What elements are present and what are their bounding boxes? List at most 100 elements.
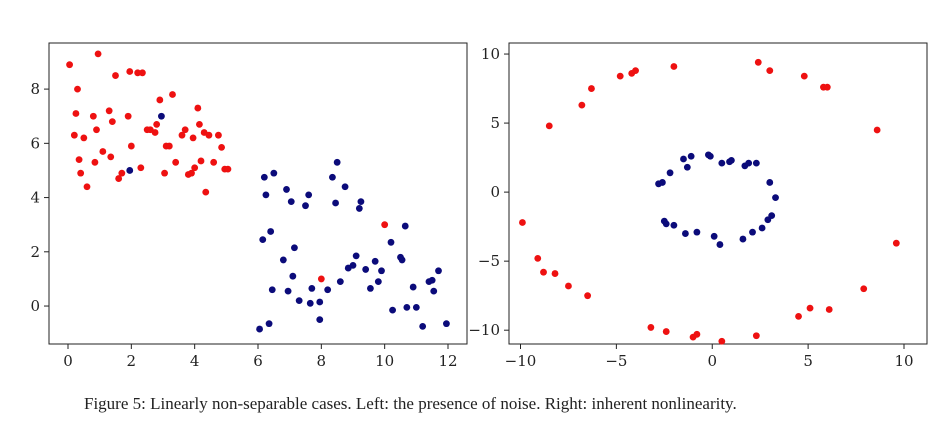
left-data-point xyxy=(387,238,395,246)
left-scatter-plot: 0 2 4 6 8 10 12 0 2 4 6 8 xyxy=(30,42,468,370)
right-data-point xyxy=(718,337,726,345)
left-data-point xyxy=(188,169,195,177)
right-data-point xyxy=(710,232,718,240)
left-data-point xyxy=(306,299,314,307)
left-data-point xyxy=(224,165,232,173)
left-data-point xyxy=(191,164,199,172)
right-y-tick-label: 5 xyxy=(490,114,500,132)
left-data-point xyxy=(409,283,417,291)
left-series-0 xyxy=(66,50,389,283)
left-data-point xyxy=(161,169,168,177)
left-data-point xyxy=(428,276,436,284)
right-data-point xyxy=(768,212,776,219)
left-y-tick-label: 6 xyxy=(30,134,40,152)
left-y-tick-label: 8 xyxy=(30,80,40,98)
left-data-point xyxy=(165,142,173,150)
left-data-point xyxy=(153,120,161,128)
left-data-point xyxy=(349,261,357,269)
right-data-point xyxy=(682,230,689,237)
left-data-point xyxy=(332,199,339,207)
left-data-point xyxy=(443,320,450,328)
left-data-point xyxy=(126,167,134,174)
left-data-point xyxy=(172,158,180,166)
left-data-point xyxy=(352,252,360,260)
left-x-tick-label: 4 xyxy=(190,352,200,370)
left-data-point xyxy=(126,68,134,75)
right-series-0 xyxy=(519,58,900,345)
right-data-point xyxy=(766,179,774,186)
left-data-point xyxy=(66,61,73,69)
left-data-point xyxy=(256,325,263,333)
left-data-point xyxy=(83,183,91,191)
left-data-point xyxy=(357,198,365,206)
right-data-point xyxy=(716,241,724,248)
right-data-point xyxy=(683,163,691,171)
left-data-point xyxy=(197,157,205,165)
right-data-point xyxy=(545,122,553,130)
left-data-point xyxy=(124,112,132,120)
left-data-point xyxy=(105,107,113,115)
left-data-point xyxy=(374,278,382,286)
left-data-point xyxy=(91,158,99,166)
right-data-point xyxy=(749,228,756,236)
right-data-point xyxy=(752,332,760,340)
right-data-point xyxy=(754,58,762,66)
left-y-tick-label: 0 xyxy=(30,297,40,315)
left-data-point xyxy=(419,322,427,330)
left-data-point xyxy=(324,286,332,294)
figure-caption: Figure 5: Linearly non-separable cases. … xyxy=(84,394,737,413)
left-x-tick-label: 12 xyxy=(438,352,457,370)
right-data-point xyxy=(588,85,595,92)
left-data-point xyxy=(259,236,267,243)
left-data-point xyxy=(115,175,123,182)
left-data-point xyxy=(430,287,438,295)
right-data-point xyxy=(584,292,592,300)
right-y-tick-label: 0 xyxy=(490,183,500,201)
right-data-point xyxy=(632,67,639,75)
left-data-point xyxy=(194,104,202,112)
left-data-point xyxy=(295,297,303,305)
left-x-tick-label: 2 xyxy=(127,352,137,370)
left-data-point xyxy=(378,267,385,275)
left-data-point xyxy=(268,286,276,294)
left-data-point xyxy=(93,126,100,134)
left-data-point xyxy=(305,191,313,199)
left-data-point xyxy=(289,272,297,280)
left-data-point xyxy=(210,158,218,166)
left-data-point xyxy=(70,131,78,139)
left-data-point xyxy=(329,173,336,181)
left-data-point xyxy=(75,156,83,164)
right-plot-frame xyxy=(508,42,928,345)
left-data-point xyxy=(316,298,324,306)
left-data-point xyxy=(435,267,442,275)
left-data-point xyxy=(189,134,197,142)
right-data-point xyxy=(519,219,526,226)
left-data-point xyxy=(72,110,80,117)
left-data-point xyxy=(99,148,107,155)
left-data-point xyxy=(279,256,287,264)
right-data-point xyxy=(658,179,666,186)
right-data-point xyxy=(693,228,701,236)
right-data-point xyxy=(823,83,831,91)
right-data-point xyxy=(795,312,802,320)
left-data-point xyxy=(181,126,189,134)
right-data-point xyxy=(647,324,655,331)
left-data-point xyxy=(412,303,420,311)
right-data-point xyxy=(758,224,766,232)
right-data-point xyxy=(892,239,900,247)
left-data-point xyxy=(317,275,325,283)
left-data-point xyxy=(262,191,270,199)
left-data-point xyxy=(291,244,298,252)
right-data-point xyxy=(666,169,674,177)
left-data-point xyxy=(316,316,324,323)
left-x-tick-label: 0 xyxy=(63,352,73,370)
left-data-point xyxy=(265,320,273,328)
right-data-point xyxy=(718,159,726,167)
right-data-point xyxy=(873,126,881,134)
left-x-tick-label: 6 xyxy=(253,352,263,370)
left-x-tick-label: 10 xyxy=(375,352,394,370)
left-data-point xyxy=(74,85,81,93)
left-data-point xyxy=(381,221,389,229)
right-data-point xyxy=(565,282,572,290)
left-data-point xyxy=(283,186,290,193)
